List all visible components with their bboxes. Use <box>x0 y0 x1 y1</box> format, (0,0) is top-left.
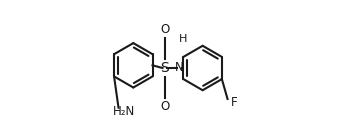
Text: O: O <box>160 23 170 36</box>
Text: H₂N: H₂N <box>113 105 135 118</box>
Text: H: H <box>179 34 187 44</box>
Text: N: N <box>175 61 184 75</box>
Text: O: O <box>160 100 170 113</box>
Text: S: S <box>160 61 169 75</box>
Text: F: F <box>231 96 238 109</box>
